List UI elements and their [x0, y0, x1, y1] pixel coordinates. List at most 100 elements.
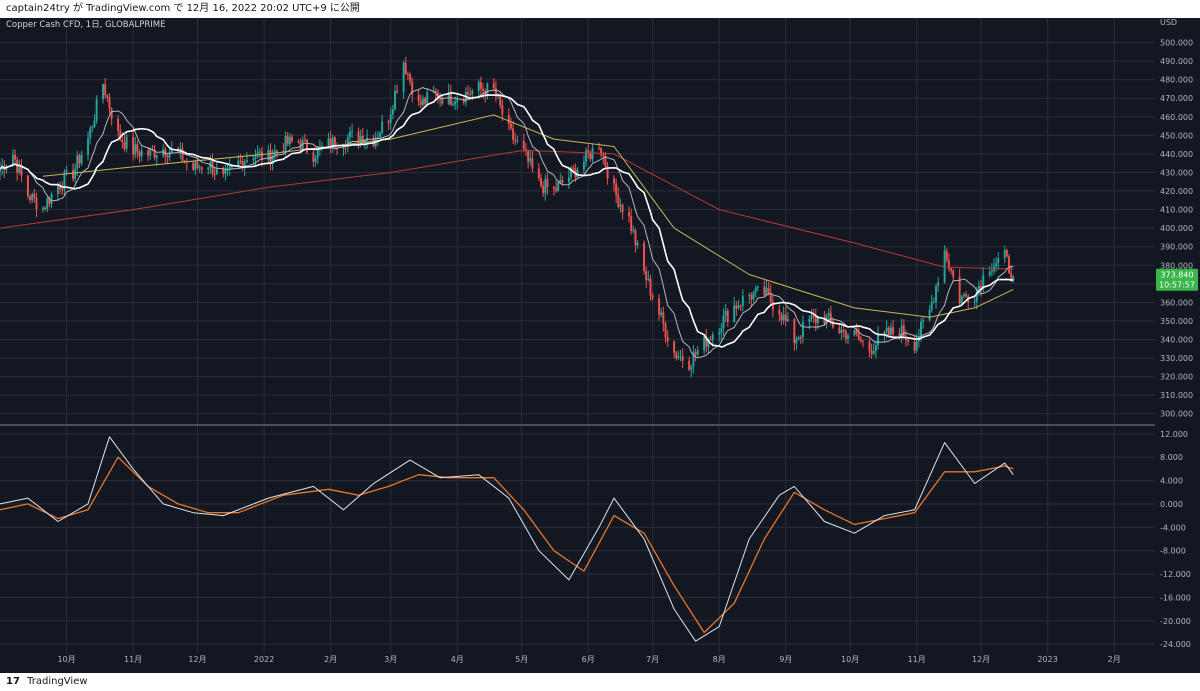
candle-body	[660, 312, 663, 315]
candle-body	[200, 167, 203, 170]
candle-body	[29, 196, 32, 201]
candle	[741, 289, 744, 312]
candle-body	[838, 327, 841, 333]
chart-canvas[interactable]: 300.000 310.000 320.000 330.000 340.000 350.0…	[0, 18, 1200, 673]
candle-body	[477, 82, 480, 91]
candle	[763, 280, 766, 297]
candle-body	[602, 154, 605, 157]
candle	[748, 292, 751, 304]
candle-body	[630, 216, 633, 232]
candle-body	[331, 137, 334, 149]
candle-body	[134, 144, 137, 155]
candle	[166, 153, 169, 164]
candle	[679, 349, 682, 362]
candle-body	[121, 139, 124, 143]
candle	[456, 95, 459, 110]
candle-body	[892, 327, 895, 334]
candle	[862, 339, 864, 348]
candle-body	[486, 83, 489, 97]
month-tick-label: 7月	[646, 655, 659, 664]
candle	[72, 163, 74, 182]
price-tick-label: 350.000	[1160, 317, 1193, 326]
price-tick-label: 340.000	[1160, 335, 1193, 344]
candle	[945, 247, 948, 263]
candle	[943, 245, 946, 284]
candle-body	[606, 166, 609, 179]
candle-body	[718, 332, 721, 335]
candle	[778, 304, 781, 322]
candle-body	[932, 301, 935, 303]
candle-body	[198, 167, 201, 169]
candle-body	[767, 288, 770, 293]
candle-body	[778, 309, 781, 315]
price-pane[interactable]	[0, 56, 1015, 378]
candle-body	[857, 333, 860, 340]
oscillator-pane[interactable]	[0, 436, 1014, 642]
candle	[93, 114, 96, 129]
candle-body	[995, 263, 998, 267]
candle	[46, 196, 49, 213]
candle-body	[632, 230, 635, 232]
candle-body	[35, 197, 38, 210]
candle	[61, 181, 64, 196]
candle-body	[619, 204, 622, 207]
ma-slow-line	[42, 114, 1014, 318]
candle-body	[254, 156, 257, 159]
candle-body	[95, 99, 98, 121]
candle	[990, 262, 993, 277]
candle-body	[829, 313, 832, 321]
candle	[947, 253, 950, 272]
candle-body	[275, 150, 278, 152]
price-tick-label: 500.000	[1160, 39, 1193, 48]
candle	[555, 180, 557, 193]
candle	[877, 326, 880, 350]
candle	[973, 296, 976, 308]
candle-body	[196, 162, 199, 168]
candle	[237, 154, 240, 170]
candle-body	[810, 315, 813, 319]
candle-body	[920, 321, 922, 337]
candle-body	[1005, 250, 1008, 257]
candle	[874, 340, 877, 359]
candle-body	[361, 135, 364, 144]
candle-body	[720, 328, 723, 333]
candle-body	[739, 305, 742, 307]
candle	[529, 150, 532, 166]
brand-name: TradingView	[27, 676, 88, 687]
candle	[136, 140, 139, 159]
chart-area[interactable]: 300.000 310.000 320.000 330.000 340.000 350.0…	[0, 18, 1200, 673]
osc-tick-label: -12.000	[1160, 570, 1191, 579]
candle-body	[494, 88, 497, 97]
month-tick-label: 10月	[841, 655, 859, 664]
candle	[479, 76, 482, 97]
candle-body	[750, 295, 753, 300]
symbol-title: Copper Cash CFD, 1日, GLOBALPRIME	[6, 20, 165, 30]
candle-body	[119, 130, 122, 140]
price-tick-label: 420.000	[1160, 187, 1193, 196]
candle-body	[771, 301, 774, 310]
candle-body	[937, 282, 940, 287]
candle-body	[166, 155, 169, 158]
candle-body	[93, 120, 96, 127]
candle	[651, 292, 654, 301]
candle-body	[544, 178, 547, 193]
price-tick-label: 460.000	[1160, 113, 1193, 122]
candle	[286, 132, 289, 147]
candle	[739, 304, 742, 312]
candle	[619, 198, 622, 213]
candle	[492, 78, 495, 92]
candle	[634, 228, 637, 253]
candle	[333, 136, 336, 150]
candle-body	[658, 298, 661, 315]
candle	[827, 308, 830, 321]
candle	[228, 158, 231, 176]
ma-mid-line	[0, 91, 1014, 348]
candle	[628, 206, 630, 223]
candle-body	[812, 315, 815, 317]
candle-body	[677, 356, 680, 358]
candle-body	[600, 148, 603, 155]
candle-body	[424, 98, 427, 104]
candle-body	[108, 97, 111, 109]
candle	[224, 165, 227, 181]
candle-body	[155, 155, 158, 158]
